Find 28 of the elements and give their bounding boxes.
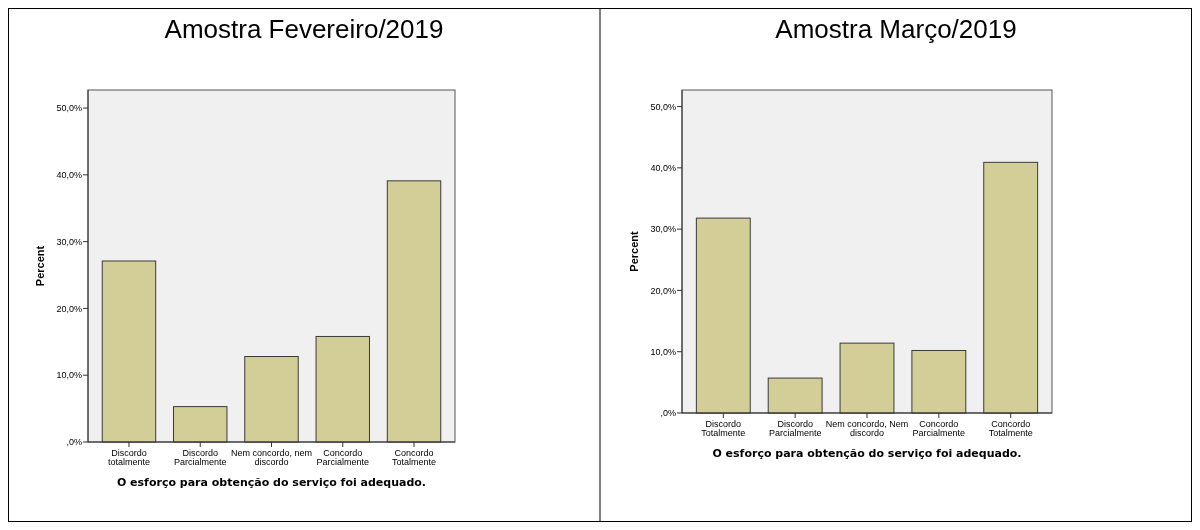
y-tick-label: 40,0%: [56, 169, 82, 180]
x-tick-label: Concordo Parcialmente: [912, 419, 966, 438]
chart-title: Amostra Fevereiro/2019: [164, 14, 444, 44]
x-tick-label: Concordo Totalmente: [988, 419, 1033, 438]
x-tick-label: Discordo Parcialmente: [768, 419, 822, 438]
x-tick-label: Discordo Parcialmente: [173, 448, 227, 467]
x-tick-label: Concordo Parcialmente: [316, 448, 370, 467]
y-tick-label: 50,0%: [56, 103, 82, 114]
y-tick-label: 20,0%: [650, 285, 676, 296]
y-tick-label: 10,0%: [56, 370, 82, 381]
y-tick-label: ,0%: [660, 408, 676, 419]
x-tick-label: Concordo Totalmente: [392, 448, 437, 467]
y-tick-label: 50,0%: [650, 101, 676, 112]
y-tick-label: 20,0%: [56, 303, 82, 314]
y-tick-label: 30,0%: [650, 224, 676, 235]
x-axis-title: O esforço para obtenção do serviço foi adequado.: [116, 476, 427, 489]
x-tick-label: Nem concordo, Nem discordo: [825, 419, 909, 438]
x-axis-title: O esforço para obtenção do serviço foi adequado.: [712, 447, 1022, 460]
y-tick-label: 10,0%: [650, 346, 676, 357]
x-tick-label: Discordo totalmente: [107, 448, 150, 467]
x-tick-label: Nem concordo, nem discordo: [230, 448, 313, 467]
y-tick-label: 40,0%: [650, 162, 676, 173]
y-axis-title: Percent: [628, 230, 640, 272]
y-tick-label: ,0%: [66, 437, 82, 448]
chart-title: Amostra Março/2019: [775, 14, 1017, 44]
y-tick-label: 30,0%: [56, 236, 82, 247]
x-tick-label: Discordo Totalmente: [701, 419, 746, 438]
y-axis-title: Percent: [34, 245, 46, 287]
